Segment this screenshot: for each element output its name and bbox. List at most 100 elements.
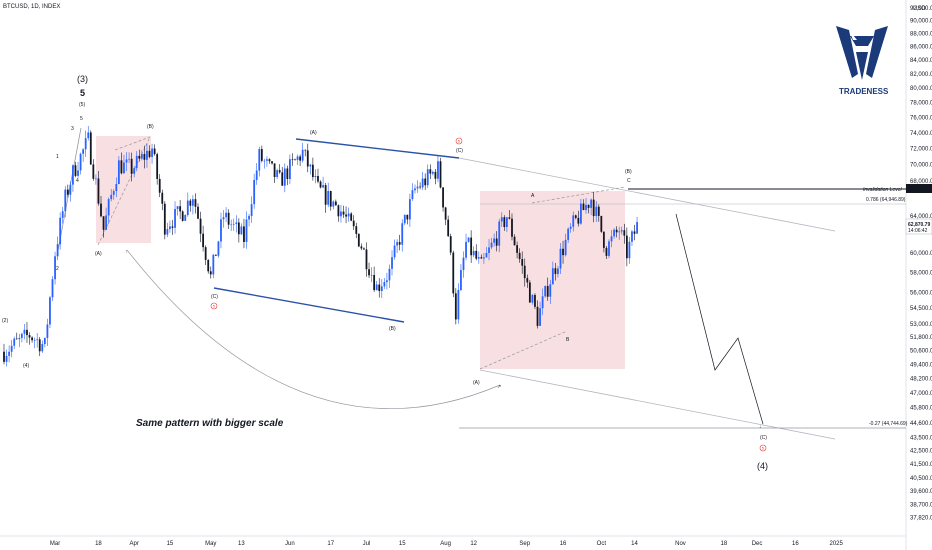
candle-up: [493, 238, 496, 243]
y-tick-label: 82,000.00: [910, 72, 932, 78]
candle-down: [419, 186, 421, 188]
candle-up: [140, 154, 143, 159]
candle-down: [439, 161, 442, 188]
candle-up: [107, 199, 110, 216]
candle-up: [551, 268, 554, 285]
y-tick-label: 68,000.00: [910, 179, 932, 185]
y-tick-label: 58,000.00: [910, 270, 932, 276]
y-tick-label: 41,500.00: [910, 462, 932, 468]
y-tick-label: 84,000.00: [910, 58, 932, 64]
candle-down: [306, 150, 309, 167]
candle-up: [391, 257, 393, 269]
x-tick-label: 15: [167, 541, 174, 547]
price-axis: 92,000.00 90,000.00 88,000.00 86,000.00 84,0…: [910, 6, 932, 521]
x-tick-label: 2025: [830, 541, 844, 547]
candle-down: [475, 250, 478, 259]
candle-down: [562, 248, 564, 256]
dashed-wedge-3: [479, 330, 568, 370]
candle-down: [278, 170, 281, 173]
y-tick-label: 40,500.00: [910, 476, 932, 482]
candle-up: [255, 170, 258, 180]
candle-up: [222, 217, 225, 220]
candle-up: [54, 256, 56, 280]
x-tick-label: 15: [399, 541, 406, 547]
channel-line-top: [458, 157, 836, 232]
candle-down: [442, 187, 444, 208]
candle-up: [276, 170, 279, 178]
candle-down: [163, 203, 166, 235]
candle-down: [138, 155, 141, 159]
label-b3: (B): [625, 169, 632, 175]
candle-down: [15, 338, 18, 340]
y-tick-label: 49,400.00: [910, 362, 932, 368]
candle-up: [411, 190, 414, 200]
candle-down: [582, 203, 585, 211]
candle-down: [291, 159, 294, 160]
candle-up: [117, 160, 120, 184]
candle-up: [82, 149, 85, 154]
x-tick-label: Oct: [597, 541, 607, 547]
candle-down: [342, 211, 345, 215]
time-axis: Mar 18 Apr 15 May 13 Jun 17 Jul 15 Aug 12 Sep 16 Oct 14…: [50, 541, 844, 547]
candle-up: [386, 280, 388, 283]
candle-down: [243, 226, 245, 242]
wave-3-five: 5: [80, 88, 85, 98]
candle-up: [23, 329, 26, 334]
y-tick-label: 70,000.00: [910, 163, 932, 169]
y-tick-label: 86,000.00: [910, 45, 932, 51]
y-tick-label: 45,800.00: [910, 406, 932, 412]
candle-up: [186, 200, 189, 216]
candle-up: [628, 241, 631, 259]
candle-up: [460, 270, 462, 290]
x-tick-label: 18: [95, 541, 102, 547]
candle-down: [444, 207, 447, 220]
y-tick-label: 60,000.00: [910, 251, 932, 257]
candle-up: [531, 294, 534, 303]
candle-down: [424, 178, 427, 186]
candle-down: [605, 247, 608, 256]
candle-down: [577, 217, 580, 224]
candle-up: [8, 351, 11, 356]
candle-down: [227, 212, 230, 225]
candle-down: [600, 215, 603, 232]
candle-up: [77, 170, 79, 176]
label-4-left: (4): [23, 363, 29, 369]
label-c2: (C): [456, 148, 463, 154]
candle-down: [281, 172, 284, 186]
candle-down: [536, 306, 539, 326]
candle-down: [271, 161, 273, 164]
dashed-wedge-4: [531, 186, 626, 204]
tradeness-logo: TRADENESS: [836, 26, 889, 96]
candle-down: [194, 199, 197, 207]
candle-up: [5, 355, 8, 362]
candle-down: [317, 176, 319, 182]
candle-up: [248, 215, 250, 220]
svg-text:5: 5: [213, 304, 216, 309]
candle-up: [462, 257, 465, 271]
candle-up: [483, 257, 485, 259]
candle-down: [207, 259, 210, 272]
logo-text: TRADENESS: [839, 87, 889, 96]
candle-up: [263, 160, 266, 162]
candle-up: [43, 337, 46, 345]
candle-down: [334, 201, 337, 206]
y-tick-label: 39,600.00: [910, 489, 932, 495]
candle-up: [408, 199, 411, 220]
y-tick-label: 44,600.00: [910, 421, 932, 427]
candle-up: [64, 189, 67, 212]
candle-down: [299, 156, 302, 161]
candle-down: [189, 200, 192, 206]
candle-up: [212, 254, 215, 275]
candle-up: [59, 217, 62, 245]
x-tick-label: Sep: [519, 541, 530, 547]
candle-up: [564, 239, 567, 256]
y-tick-label: 72,000.00: [910, 146, 932, 152]
label-a2: (A): [310, 130, 317, 136]
y-tick-label: 48,200.00: [910, 376, 932, 382]
candle-down: [534, 294, 536, 307]
candle-up: [608, 241, 610, 256]
dashed-wedge-2: [114, 136, 151, 151]
candle-up: [289, 159, 291, 179]
candle-up: [539, 308, 541, 326]
